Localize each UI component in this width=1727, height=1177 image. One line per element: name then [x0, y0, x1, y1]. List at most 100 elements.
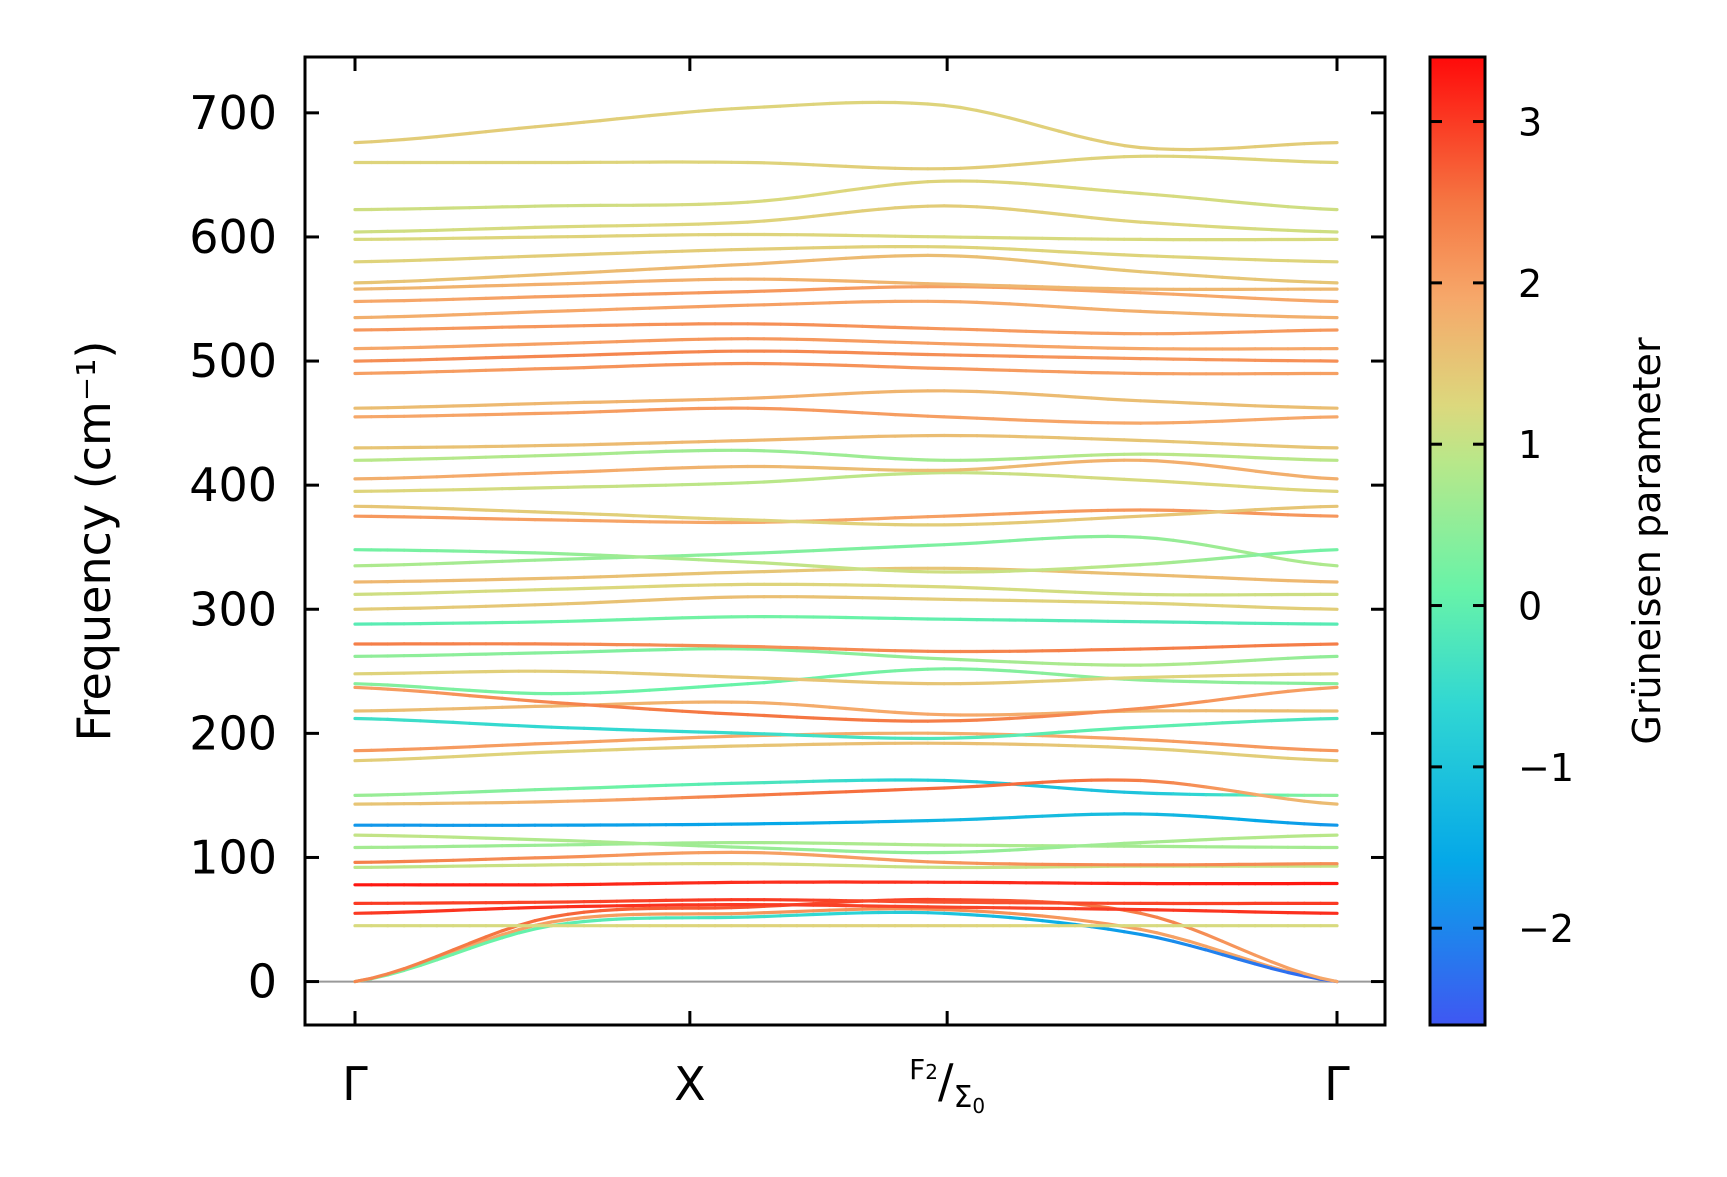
band-segment [729, 682, 750, 687]
band-segment [1008, 680, 1028, 685]
band-segment [615, 671, 635, 675]
band-segment [909, 655, 930, 660]
band-segment [877, 653, 897, 659]
band-segment [1253, 157, 1274, 162]
band-segment [811, 212, 832, 218]
band-segment [680, 795, 701, 800]
band-segment [958, 342, 979, 347]
band-segment [598, 618, 619, 623]
band-segment [517, 704, 537, 709]
band-segment [1024, 472, 1045, 477]
band-segment [827, 521, 848, 526]
band-segment [958, 467, 979, 472]
band-segment [1204, 750, 1225, 756]
band-segment [664, 796, 684, 800]
band-segment [1171, 813, 1192, 818]
band-segment [746, 680, 766, 686]
band-23 [353, 642, 1339, 654]
band-segment [1188, 943, 1208, 952]
band-segment [1155, 459, 1175, 464]
band-segment [1155, 254, 1175, 259]
band-segment [762, 197, 783, 203]
band-segment [451, 946, 472, 956]
band-segment [958, 204, 979, 209]
band-segment [615, 115, 635, 121]
band-segment [778, 437, 799, 442]
band-segment [615, 468, 635, 472]
band-segment [778, 909, 799, 914]
band-segment [500, 472, 521, 476]
band-segment [402, 756, 423, 761]
band-segment [664, 708, 684, 713]
band-segment [1269, 718, 1290, 723]
band-segment [746, 289, 766, 294]
band-segment [844, 363, 865, 368]
band-segment [860, 364, 881, 369]
band-segment [1008, 207, 1028, 213]
band-segment [451, 507, 472, 512]
band-segment [1073, 711, 1094, 716]
band-segment [958, 282, 979, 287]
band-segment [713, 248, 734, 252]
band-segment [827, 673, 848, 679]
band-segment [1073, 186, 1094, 191]
band-segment [451, 790, 472, 795]
band-segment [1057, 678, 1077, 683]
band-segment [664, 616, 684, 621]
band-segment [598, 649, 619, 654]
band-segment [778, 732, 799, 737]
band-segment [500, 588, 521, 593]
band-segment [1155, 915, 1175, 924]
band-segment [1089, 570, 1110, 575]
band-segment [369, 280, 390, 285]
band-segment [975, 780, 995, 785]
band-segment [1106, 745, 1126, 750]
band-segment [1171, 662, 1192, 667]
band-segment [778, 677, 799, 682]
band-segment [1089, 187, 1110, 193]
band-segment [1122, 268, 1143, 274]
band-segment [1106, 252, 1126, 257]
band-segment [631, 852, 652, 857]
band-segment [729, 200, 750, 205]
band-segment [1106, 726, 1126, 731]
band-segment [680, 465, 701, 470]
band-segment [1269, 689, 1290, 695]
band-segment [713, 730, 734, 735]
band-segment [631, 554, 652, 560]
band-segment [598, 352, 619, 357]
band-segment [615, 408, 635, 413]
band-segment [1073, 787, 1094, 792]
band-segment [549, 855, 570, 860]
band-segment [1008, 284, 1028, 288]
band-segment [860, 652, 881, 658]
band-segment [991, 246, 1012, 251]
band-segment [1286, 487, 1306, 492]
band-segment [615, 648, 635, 653]
band-segment [1138, 737, 1159, 743]
band-segment [582, 118, 603, 124]
band-segment [1073, 288, 1094, 293]
band-segment [827, 189, 848, 195]
band-segment [1155, 839, 1175, 844]
band-segment [811, 548, 832, 553]
band-segment [615, 705, 635, 710]
band-segment [1106, 289, 1126, 294]
band-segment [991, 567, 1012, 572]
band-segment [468, 356, 488, 360]
band-segment [582, 410, 603, 414]
band-segment [746, 480, 766, 485]
band-segment [1008, 257, 1028, 263]
band-segment [664, 466, 684, 470]
band-segment [680, 109, 701, 115]
band-segment [975, 717, 995, 722]
band-segment [647, 514, 668, 519]
band-38 [353, 361, 1339, 376]
band-segment [386, 747, 406, 752]
band-segment [1024, 537, 1045, 542]
band-segment [664, 350, 684, 355]
band-segment [402, 136, 423, 142]
band-segment [795, 703, 815, 708]
band-segment [680, 729, 701, 734]
band-segment [1286, 473, 1306, 479]
